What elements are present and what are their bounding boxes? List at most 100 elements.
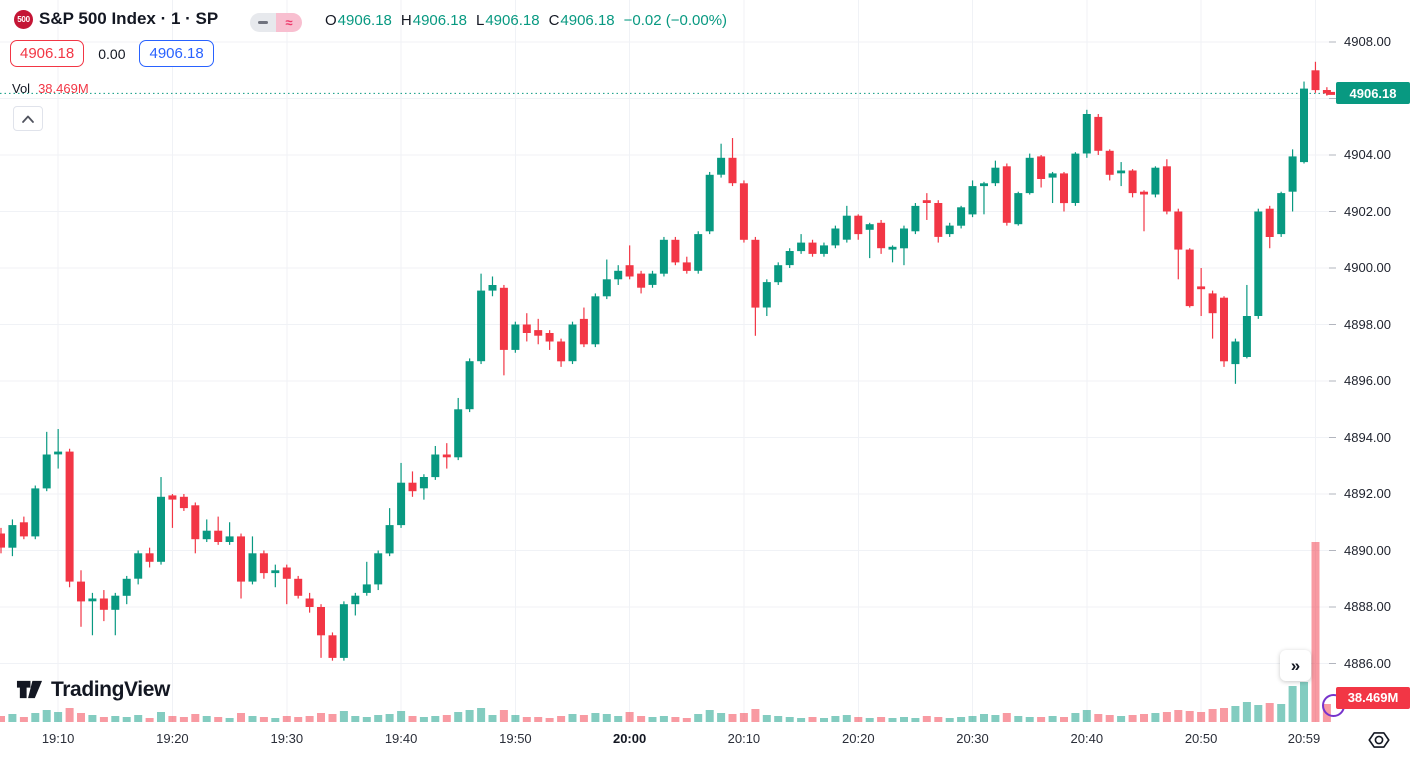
candle [557, 338, 566, 367]
candle [991, 160, 1000, 187]
symbol-title[interactable]: S&P 500 Index · 1 · SP [39, 9, 219, 28]
volume-bar [305, 716, 314, 722]
volume-bar [808, 717, 817, 722]
candle [0, 527, 5, 554]
candle [1048, 171, 1057, 204]
volume-bar [671, 717, 680, 722]
candle [728, 138, 737, 187]
approx-value-pill[interactable]: ≈ [276, 13, 302, 32]
volume-bar [568, 714, 577, 722]
volume-bar [374, 715, 383, 722]
candle [614, 265, 623, 285]
candle [1025, 153, 1034, 195]
volume-bar [1082, 710, 1091, 722]
candle [157, 477, 165, 565]
change-value: −0.02 (−0.00%) [623, 11, 728, 29]
candle [534, 318, 543, 345]
scroll-to-latest-button[interactable]: » [1280, 650, 1311, 681]
volume-bar [1071, 713, 1080, 722]
candle [488, 276, 497, 297]
volume-bar [1162, 712, 1171, 722]
price-tick-label: 4908.00 [1344, 34, 1391, 49]
tradingview-logo[interactable]: TradingView [16, 676, 170, 703]
candle [122, 575, 131, 605]
candle [77, 570, 85, 627]
volume-bar [1014, 716, 1023, 722]
price-tick-label: 4892.00 [1344, 486, 1391, 501]
high-value: 4906.18 [412, 11, 467, 29]
candle [1151, 166, 1160, 198]
candle [797, 234, 806, 254]
volume-bar [8, 714, 17, 722]
time-tick-label: 20:40 [1070, 731, 1104, 746]
time-tick-label: 20:30 [956, 731, 989, 746]
buy-price-button[interactable]: 4906.18 [139, 40, 214, 67]
legend-visibility-toggle[interactable]: ≈ [250, 13, 302, 32]
volume-bar [214, 717, 223, 722]
candle [42, 431, 51, 492]
candle [1174, 208, 1183, 280]
volume-bar [1060, 717, 1068, 722]
volume-bar [0, 716, 5, 722]
volume-bar [911, 718, 920, 722]
volume-bar [431, 716, 440, 722]
sell-price-button[interactable]: 4906.18 [10, 40, 85, 67]
volume-bar [442, 715, 451, 722]
tradingview-mark-icon [16, 680, 43, 699]
symbol-header[interactable]: 500 S&P 500 Index · 1 · SP [14, 8, 218, 30]
time-tick-label: 19:50 [499, 731, 532, 746]
volume-bar [877, 717, 886, 722]
candle [568, 321, 577, 365]
hide-indicator-pill[interactable] [250, 13, 276, 32]
volume-bar [751, 709, 760, 722]
price-tick-label: 4900.00 [1344, 260, 1391, 275]
candle [294, 575, 303, 599]
candle [465, 358, 474, 413]
volume-bar [945, 718, 954, 722]
candle [820, 242, 828, 257]
candle [1128, 169, 1137, 198]
volume-bar [557, 716, 566, 722]
volume-bar [1288, 686, 1297, 722]
volume-bar [1117, 716, 1126, 722]
candle [1014, 191, 1023, 226]
volume-bar [1300, 682, 1308, 722]
volume-bar [259, 717, 268, 722]
candle [271, 564, 280, 588]
candle [1140, 190, 1148, 232]
candle [659, 236, 668, 277]
volume-bar [1002, 713, 1011, 722]
volume-bar [591, 713, 600, 722]
volume-bar [225, 718, 234, 722]
volume-bar [111, 716, 120, 722]
candle [362, 561, 371, 596]
candle [968, 180, 977, 218]
candle [1277, 191, 1286, 237]
volume-bar [1254, 705, 1263, 722]
volume-bar [419, 717, 428, 722]
candle [374, 550, 383, 591]
candle [1162, 159, 1171, 215]
candle [145, 547, 154, 568]
candle [351, 592, 360, 616]
volume-bar [1128, 715, 1137, 722]
volume-bar [739, 713, 748, 722]
volume-bar [1140, 714, 1148, 722]
candle [477, 273, 486, 365]
eye-icon[interactable] [1366, 727, 1392, 753]
collapse-panel-button[interactable] [13, 106, 43, 131]
candle [65, 448, 74, 588]
candle [1071, 152, 1080, 206]
volume-bar [900, 717, 908, 722]
low-value: 4906.18 [485, 11, 540, 29]
trade-panel: 4906.18 0.00 4906.18 [10, 40, 214, 67]
candle [1117, 162, 1126, 187]
volume-bar [694, 714, 703, 722]
candle [579, 307, 588, 348]
candle [888, 245, 897, 263]
volume-bar [1105, 715, 1114, 722]
ohlc-readout: O 4906.18 H 4906.18 L 4906.18 C 4906.18 −0.0… [325, 10, 727, 30]
volume-bar [1094, 714, 1103, 722]
